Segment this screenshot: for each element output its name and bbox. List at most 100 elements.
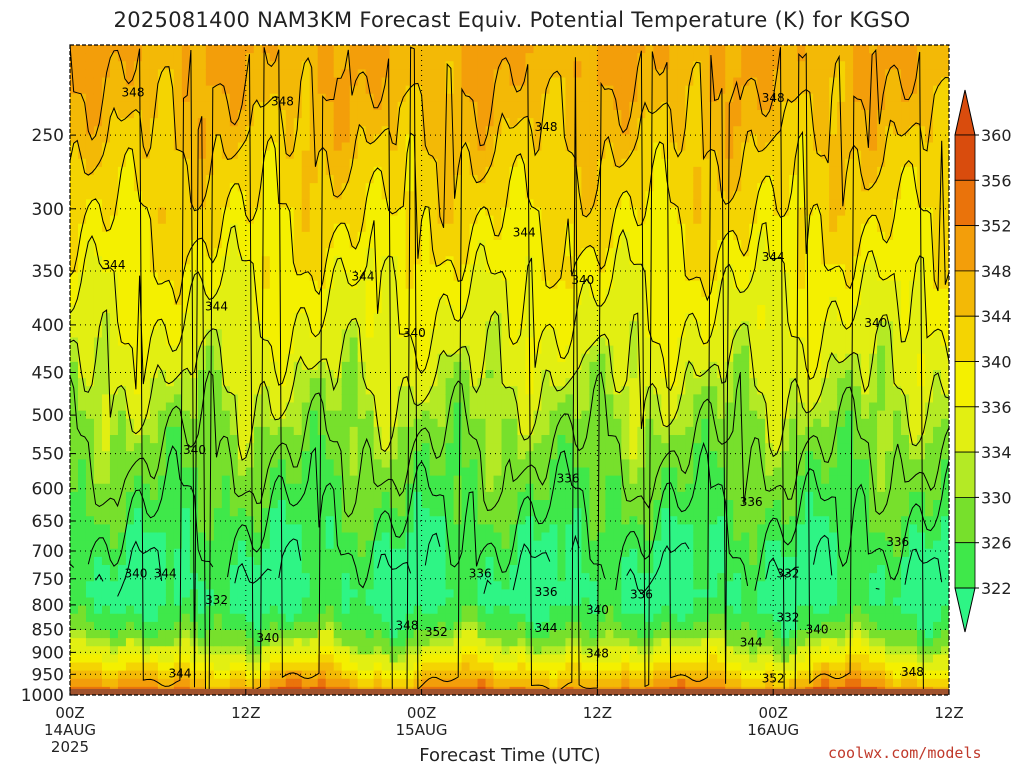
filled-cell: [549, 61, 559, 70]
filled-cell: [557, 126, 567, 135]
filled-cell: [221, 166, 231, 176]
filled-cell: [221, 191, 231, 200]
filled-cell: [397, 467, 407, 477]
filled-cell: [237, 508, 247, 517]
filled-cell: [397, 85, 407, 95]
filled-cell: [365, 630, 375, 639]
filled-cell: [557, 662, 567, 672]
filled-cell: [285, 589, 295, 599]
filled-cell: [333, 337, 343, 347]
filled-cell: [141, 45, 151, 54]
filled-cell: [309, 191, 319, 200]
filled-cell: [229, 53, 239, 62]
filled-cell: [101, 670, 111, 680]
filled-cell: [445, 378, 455, 387]
filled-cell: [405, 678, 415, 688]
filled-cell: [261, 175, 271, 184]
filled-cell: [293, 410, 303, 420]
filled-cell: [341, 540, 351, 550]
filled-cell: [197, 638, 207, 647]
filled-cell: [389, 248, 399, 257]
filled-cell: [93, 475, 103, 485]
filled-cell: [173, 313, 183, 322]
filled-cell: [205, 215, 215, 225]
filled-cell: [165, 321, 175, 330]
filled-cell: [373, 475, 383, 485]
filled-cell: [77, 150, 87, 160]
filled-cell: [317, 386, 327, 395]
filled-cell: [141, 605, 151, 615]
filled-cell: [141, 654, 151, 664]
filled-cell: [485, 508, 495, 517]
filled-cell: [70, 500, 79, 509]
filled-cell: [493, 516, 503, 525]
filled-cell: [349, 110, 359, 119]
filled-cell: [117, 500, 127, 509]
filled-cell: [70, 256, 79, 265]
filled-cell: [181, 166, 191, 176]
filled-cell: [117, 540, 127, 550]
filled-cell: [293, 231, 303, 241]
filled-cell: [245, 451, 255, 460]
filled-cell: [477, 288, 487, 298]
filled-cell: [525, 223, 535, 233]
filled-cell: [245, 678, 255, 688]
filled-cell: [389, 191, 399, 200]
filled-cell: [333, 158, 343, 168]
filled-cell: [413, 475, 423, 485]
filled-cell: [533, 426, 543, 436]
filled-cell: [333, 166, 343, 176]
filled-cell: [469, 467, 479, 477]
filled-cell: [101, 573, 111, 582]
filled-cell: [389, 426, 399, 436]
filled-cell: [525, 69, 535, 79]
filled-cell: [173, 256, 183, 265]
filled-cell: [181, 556, 191, 566]
filled-cell: [85, 264, 95, 274]
filled-cell: [437, 207, 447, 217]
filled-cell: [285, 110, 295, 119]
filled-cell: [181, 426, 191, 436]
filled-cell: [173, 231, 183, 241]
filled-cell: [405, 345, 415, 355]
filled-cell: [373, 361, 383, 371]
filled-cell: [373, 175, 383, 184]
filled-cell: [237, 264, 247, 274]
filled-cell: [461, 524, 471, 534]
filled-cell: [437, 443, 447, 452]
filled-cell: [525, 491, 535, 501]
filled-cell: [357, 475, 367, 485]
filled-cell: [461, 540, 471, 550]
filled-cell: [133, 288, 143, 298]
filled-cell: [205, 345, 215, 355]
filled-cell: [197, 662, 207, 672]
filled-cell: [461, 638, 471, 647]
filled-cell: [205, 240, 215, 249]
filled-cell: [469, 240, 479, 249]
filled-cell: [533, 296, 543, 306]
filled-cell: [109, 597, 119, 607]
filled-cell: [157, 337, 167, 347]
filled-cell: [85, 248, 95, 257]
filled-cell: [221, 313, 231, 322]
filled-cell: [93, 345, 103, 355]
filled-cell: [477, 378, 487, 387]
filled-cell: [245, 426, 255, 436]
filled-cell: [445, 443, 455, 452]
filled-cell: [349, 61, 359, 70]
filled-cell: [285, 101, 295, 111]
filled-cell: [285, 337, 295, 347]
filled-cell: [541, 378, 551, 387]
filled-cell: [421, 175, 431, 184]
filled-cell: [149, 491, 159, 501]
filled-cell: [293, 646, 303, 655]
filled-cell: [293, 150, 303, 160]
filled-cell: [149, 532, 159, 542]
filled-cell: [445, 670, 455, 680]
filled-cell: [357, 402, 367, 412]
filled-cell: [197, 370, 207, 379]
filled-cell: [117, 435, 127, 444]
filled-cell: [341, 215, 351, 225]
filled-cell: [93, 678, 103, 688]
filled-cell: [469, 272, 479, 282]
